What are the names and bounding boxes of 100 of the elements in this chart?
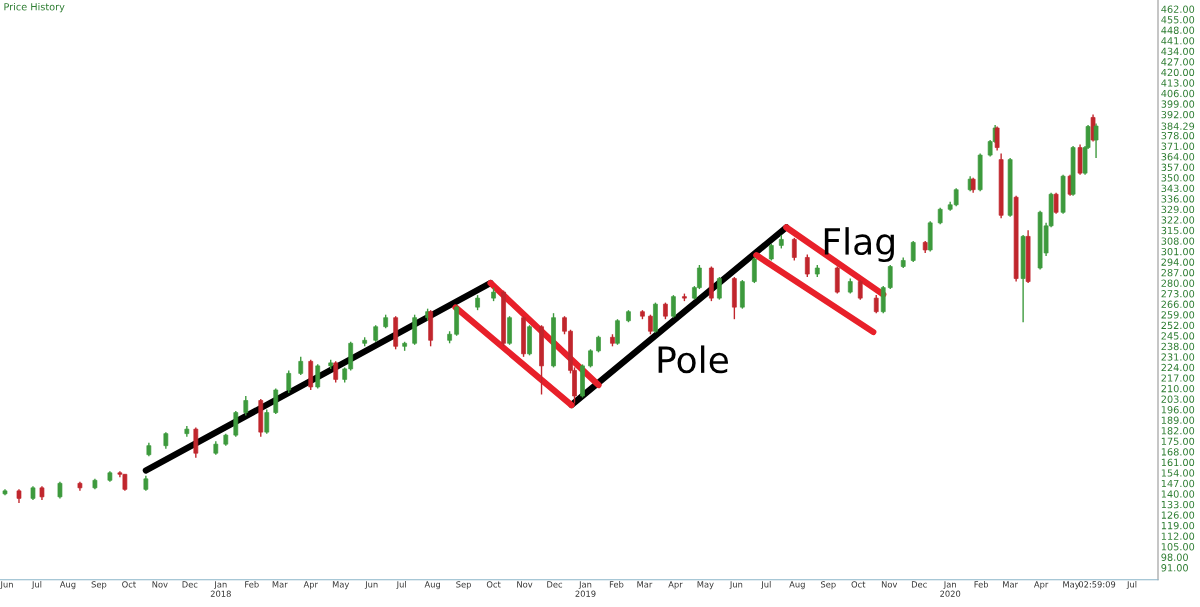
x-tick-label: Sep [820,581,836,590]
y-tick-label: 203.00 [1161,395,1195,403]
candlestick [873,294,879,314]
y-tick-label: 140.00 [1161,490,1195,498]
x-tick-label: Jul [31,581,42,590]
candlestick [233,410,239,438]
y-tick-label: 455.00 [1161,16,1195,24]
y-tick-label: 98.00 [1161,553,1188,561]
x-tick-label: Mar [1003,581,1018,588]
x-tick-label: Aug [789,581,805,590]
x-tick-label: Feb [609,581,624,588]
candlestick [804,253,810,278]
y-tick-label: 315.00 [1161,226,1195,235]
y-tick-label: 126.00 [1161,511,1195,519]
y-tick-label: 322.00 [1161,216,1195,224]
x-tick-label: Jul [1126,581,1137,590]
y-tick-label: 462.00 [1161,5,1195,13]
y-tick-label: 343.00 [1161,184,1195,193]
x-tick-label: Dec [182,581,198,588]
candlestick [717,276,722,301]
candlestick [243,395,249,417]
y-tick-label: 231.00 [1161,353,1195,361]
y-tick-label: 105.00 [1161,543,1195,551]
y-tick-label: 308.00 [1161,237,1195,245]
candlestick [857,279,863,301]
x-tick-label: Feb [974,581,989,588]
x-tick-label: Oct [851,581,866,588]
y-tick-label: 399.00 [1161,100,1195,108]
candlestick [887,264,893,290]
x-tick-label: Apr [668,581,683,590]
x-tick-label: May [332,581,350,590]
y-tick-label: 350.00 [1161,174,1195,182]
x-tick-label: Dec [547,581,563,588]
y-tick-label: 420.00 [1161,68,1195,77]
y-tick-label: 147.00 [1161,479,1195,488]
y-tick-label: 357.00 [1161,163,1195,171]
candlestick [615,318,620,346]
y-tick-label: 336.00 [1161,195,1195,203]
y-tick-label: 133.00 [1161,500,1195,509]
x-tick-label: Dec [911,581,927,588]
y-tick-label: 301.00 [1161,247,1195,256]
y-tick-label: 175.00 [1161,437,1195,445]
annotation: Flag [824,227,894,263]
x-tick-label: Nov [152,581,168,588]
y-tick-label: 434.00 [1161,47,1195,56]
y-tick-label: 189.00 [1161,416,1195,424]
candlestick [671,294,676,319]
y-tick-label: 252.00 [1161,321,1195,330]
y-tick-label: 364.00 [1161,153,1195,161]
x-tick-label: Jun [729,581,743,590]
y-tick-label: 210.00 [1161,384,1195,393]
candlestick [791,237,797,262]
y-tick-label: 245.00 [1161,332,1195,340]
x-tick-label: Jan 2020 [940,581,961,597]
candlestick [752,256,757,284]
y-tick-label: 259.00 [1161,311,1195,319]
x-tick-label: Jul [396,581,406,590]
y-tick-label: 168.00 [1161,448,1195,456]
x-tick-label: Mar [637,581,653,588]
y-tick-label: 224.00 [1161,363,1195,372]
y-tick-label: 384.29 [1161,122,1195,130]
x-tick-label: Oct [486,581,501,588]
annotation: Pole [658,345,728,374]
x-tick-label: Jun [364,581,378,590]
y-tick-label: 182.00 [1161,427,1195,435]
candlestick [910,240,916,263]
y-tick-label: 266.00 [1161,300,1195,308]
y-tick-label: 112.00 [1161,532,1195,540]
y-tick-label: 378.00 [1161,131,1195,140]
candlestick [273,387,279,415]
x-tick-label: Feb [245,581,259,588]
y-tick-label: 441.00 [1161,37,1195,45]
candlestick [286,369,292,394]
y-tick-label: 161.00 [1161,458,1195,467]
x-tick-label: Aug [59,581,76,590]
x-tick-label: Jan 2018 [210,581,231,597]
x-tick-label: Nov [517,581,533,588]
y-tick-label: 294.00 [1161,258,1195,266]
x-tick-label: Oct [122,581,136,588]
y-tick-label: 273.00 [1161,290,1195,298]
y-tick-label: 119.00 [1161,521,1195,530]
y-tick-label: 91.00 [1161,564,1188,572]
x-tick-label: Sep [456,581,471,590]
x-tick-label: Nov [881,581,898,588]
y-tick-label: 371.00 [1161,142,1195,150]
y-tick-label: 329.00 [1161,205,1195,214]
y-tick-label: 196.00 [1161,406,1195,414]
candlestick [1093,122,1099,159]
y-tick-label: 154.00 [1161,469,1195,477]
y-tick-label: 238.00 [1161,342,1195,351]
y-tick-label: 392.00 [1161,110,1195,119]
candlestick [298,356,304,376]
candlestick [264,408,270,435]
x-tick-label: Mar [272,581,288,588]
x-tick-label: Jul [760,581,771,590]
y-tick-label: 280.00 [1161,279,1195,287]
y-tick-label: 406.00 [1161,89,1195,98]
candlestick [648,313,653,335]
y-tick-label: 427.00 [1161,58,1195,66]
y-tick-label: 413.00 [1161,79,1195,87]
